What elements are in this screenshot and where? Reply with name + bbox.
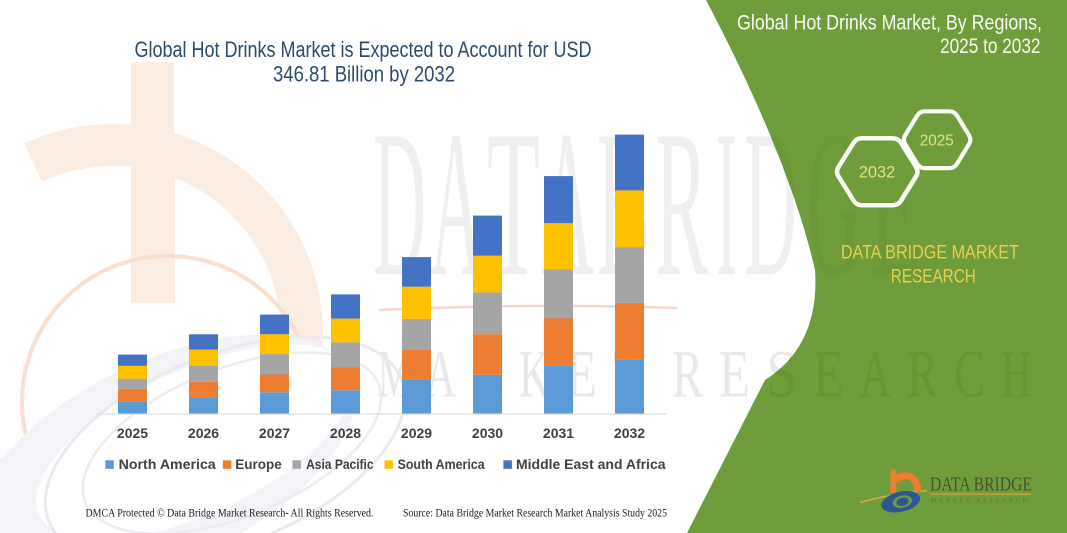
- svg-text:Middle East and Africa: Middle East and Africa: [516, 456, 666, 472]
- svg-text:Global Hot Drinks Market is Ex: Global Hot Drinks Market is Expected to …: [135, 37, 592, 62]
- svg-text:RESEARCH: RESEARCH: [891, 265, 976, 287]
- svg-text:Global Hot Drinks Market, By R: Global Hot Drinks Market, By Regions,: [737, 12, 1042, 35]
- svg-text:North America: North America: [119, 456, 216, 472]
- svg-text:2029: 2029: [401, 425, 432, 441]
- svg-text:DATA BRIDGE MARKET: DATA BRIDGE MARKET: [841, 242, 1019, 264]
- svg-text:2025: 2025: [117, 425, 148, 441]
- svg-text:2032: 2032: [614, 425, 645, 441]
- svg-text:2026: 2026: [188, 425, 219, 441]
- svg-text:MARKET RESEARCH: MARKET RESEARCH: [931, 499, 1030, 505]
- svg-text:Europe: Europe: [235, 456, 282, 472]
- svg-text:2027: 2027: [259, 425, 290, 441]
- svg-text:DATA BRIDGE: DATA BRIDGE: [930, 474, 1032, 496]
- svg-text:Asia Pacific: Asia Pacific: [306, 456, 374, 472]
- svg-text:2031: 2031: [543, 425, 574, 441]
- svg-text:2032: 2032: [859, 164, 896, 182]
- svg-text:2025 to 2032: 2025 to 2032: [940, 35, 1041, 58]
- svg-text:Source: Data Bridge Market Res: Source: Data Bridge Market Research Mark…: [403, 508, 667, 520]
- svg-text:DMCA Protected © Data Bridge M: DMCA Protected © Data Bridge Market Rese…: [86, 508, 374, 520]
- svg-text:2030: 2030: [472, 425, 503, 441]
- svg-text:2028: 2028: [330, 425, 361, 441]
- svg-text:2025: 2025: [920, 132, 954, 149]
- svg-text:South America: South America: [398, 456, 485, 472]
- svg-text:346.81 Billion by 2032: 346.81 Billion by 2032: [273, 62, 455, 87]
